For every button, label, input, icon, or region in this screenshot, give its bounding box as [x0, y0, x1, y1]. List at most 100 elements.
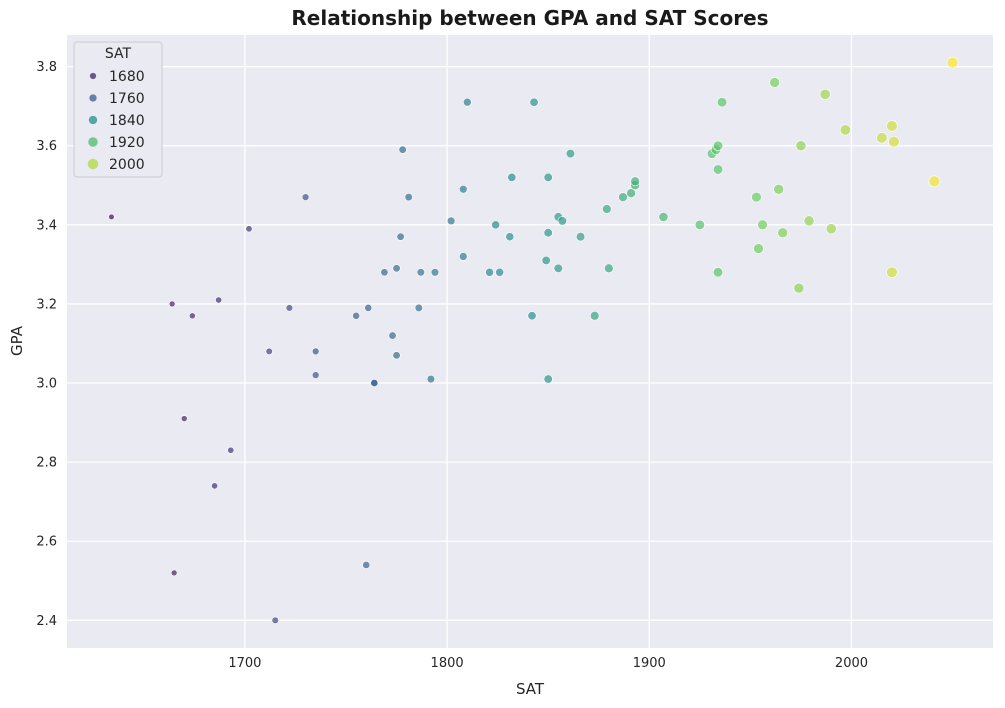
data-point: [463, 97, 472, 107]
data-point: [529, 97, 539, 107]
data-point: [565, 149, 576, 159]
data-point: [430, 268, 440, 277]
data-point: [505, 232, 515, 242]
data-point: [245, 225, 253, 233]
data-point: [188, 312, 196, 320]
data-point: [495, 267, 505, 277]
x-tick-label: 1800: [431, 656, 464, 671]
data-point: [271, 616, 279, 624]
data-point: [416, 268, 425, 277]
data-point: [543, 228, 553, 238]
data-point: [388, 331, 397, 340]
data-point: [285, 304, 294, 312]
y-tick-label: 3.6: [36, 139, 57, 154]
data-point: [825, 223, 837, 235]
data-point: [507, 172, 517, 182]
y-tick-label: 3.4: [36, 218, 57, 233]
data-point: [491, 220, 501, 230]
data-point: [404, 193, 413, 202]
data-point: [541, 255, 551, 265]
data-point: [557, 216, 567, 226]
x-axis-label: SAT: [516, 680, 545, 698]
x-tick-label: 1900: [633, 656, 666, 671]
x-tick-label: 2000: [835, 656, 868, 671]
data-point: [311, 347, 320, 356]
data-point: [362, 561, 371, 569]
data-point: [630, 176, 640, 187]
legend-entry: 2000: [109, 157, 145, 173]
data-point: [543, 172, 553, 182]
data-point: [180, 415, 188, 422]
legend-entry: 1760: [109, 91, 145, 107]
data-point: [839, 124, 851, 136]
data-point: [589, 311, 600, 321]
legend-marker: [89, 72, 97, 80]
data-point: [712, 267, 724, 278]
data-point: [757, 219, 768, 231]
data-point: [364, 303, 373, 312]
data-point: [777, 227, 789, 239]
y-tick-label: 2.6: [36, 535, 57, 550]
data-point: [543, 374, 553, 384]
data-point: [626, 188, 636, 199]
data-point: [396, 232, 405, 241]
legend-marker: [88, 115, 98, 125]
data-point: [795, 140, 807, 152]
legend-marker: [87, 158, 99, 170]
data-point: [769, 77, 780, 88]
plot-area: [67, 35, 993, 648]
data-point: [751, 191, 762, 203]
data-point: [773, 183, 785, 195]
data-point: [414, 303, 423, 313]
data-point: [876, 132, 888, 144]
data-point: [459, 184, 468, 194]
data-point: [108, 213, 115, 221]
data-points: [108, 56, 959, 624]
data-point: [392, 351, 401, 360]
legend-entry: 1920: [109, 135, 145, 151]
data-point: [215, 296, 223, 304]
y-tick-label: 3.0: [36, 377, 57, 392]
data-point: [398, 145, 407, 154]
data-point: [793, 282, 805, 294]
data-point: [211, 482, 219, 490]
data-point: [694, 219, 705, 230]
data-point: [888, 136, 900, 148]
legend-entry: 1840: [109, 113, 145, 129]
data-point: [370, 379, 379, 388]
data-point: [803, 215, 815, 227]
data-point: [352, 311, 361, 320]
data-point: [311, 371, 320, 379]
legend: SAT 1680 1760 1840 1920 2000: [73, 41, 163, 178]
legend-title: SAT: [105, 46, 132, 62]
x-tick-label: 1700: [228, 656, 261, 671]
data-point: [168, 300, 176, 308]
data-point: [658, 211, 669, 222]
chart-title: Relationship between GPA and SAT Scores: [291, 6, 768, 30]
legend-marker: [88, 137, 98, 147]
data-point: [527, 311, 537, 321]
data-point: [485, 267, 494, 277]
x-tick-labels: 1700 1800 1900 2000: [228, 656, 868, 671]
data-point: [426, 374, 436, 384]
data-point: [392, 264, 401, 273]
y-tick-label: 2.4: [36, 614, 57, 629]
grid-lines: [67, 35, 993, 648]
y-tick-label: 2.8: [36, 456, 57, 471]
data-point: [712, 164, 724, 175]
y-tick-label: 3.8: [36, 60, 57, 75]
data-point: [602, 204, 612, 214]
data-point: [716, 97, 728, 108]
data-point: [170, 569, 178, 577]
data-point: [819, 88, 831, 100]
data-point: [618, 192, 628, 202]
data-point: [928, 175, 941, 188]
data-point: [265, 347, 273, 356]
y-tick-labels: 2.4 2.6 2.8 3.0 3.2 3.4 3.6 3.8: [36, 60, 57, 629]
y-tick-label: 3.2: [36, 297, 57, 312]
data-point: [301, 193, 310, 201]
data-point: [946, 56, 959, 69]
data-point: [886, 120, 898, 132]
data-point: [380, 268, 389, 277]
